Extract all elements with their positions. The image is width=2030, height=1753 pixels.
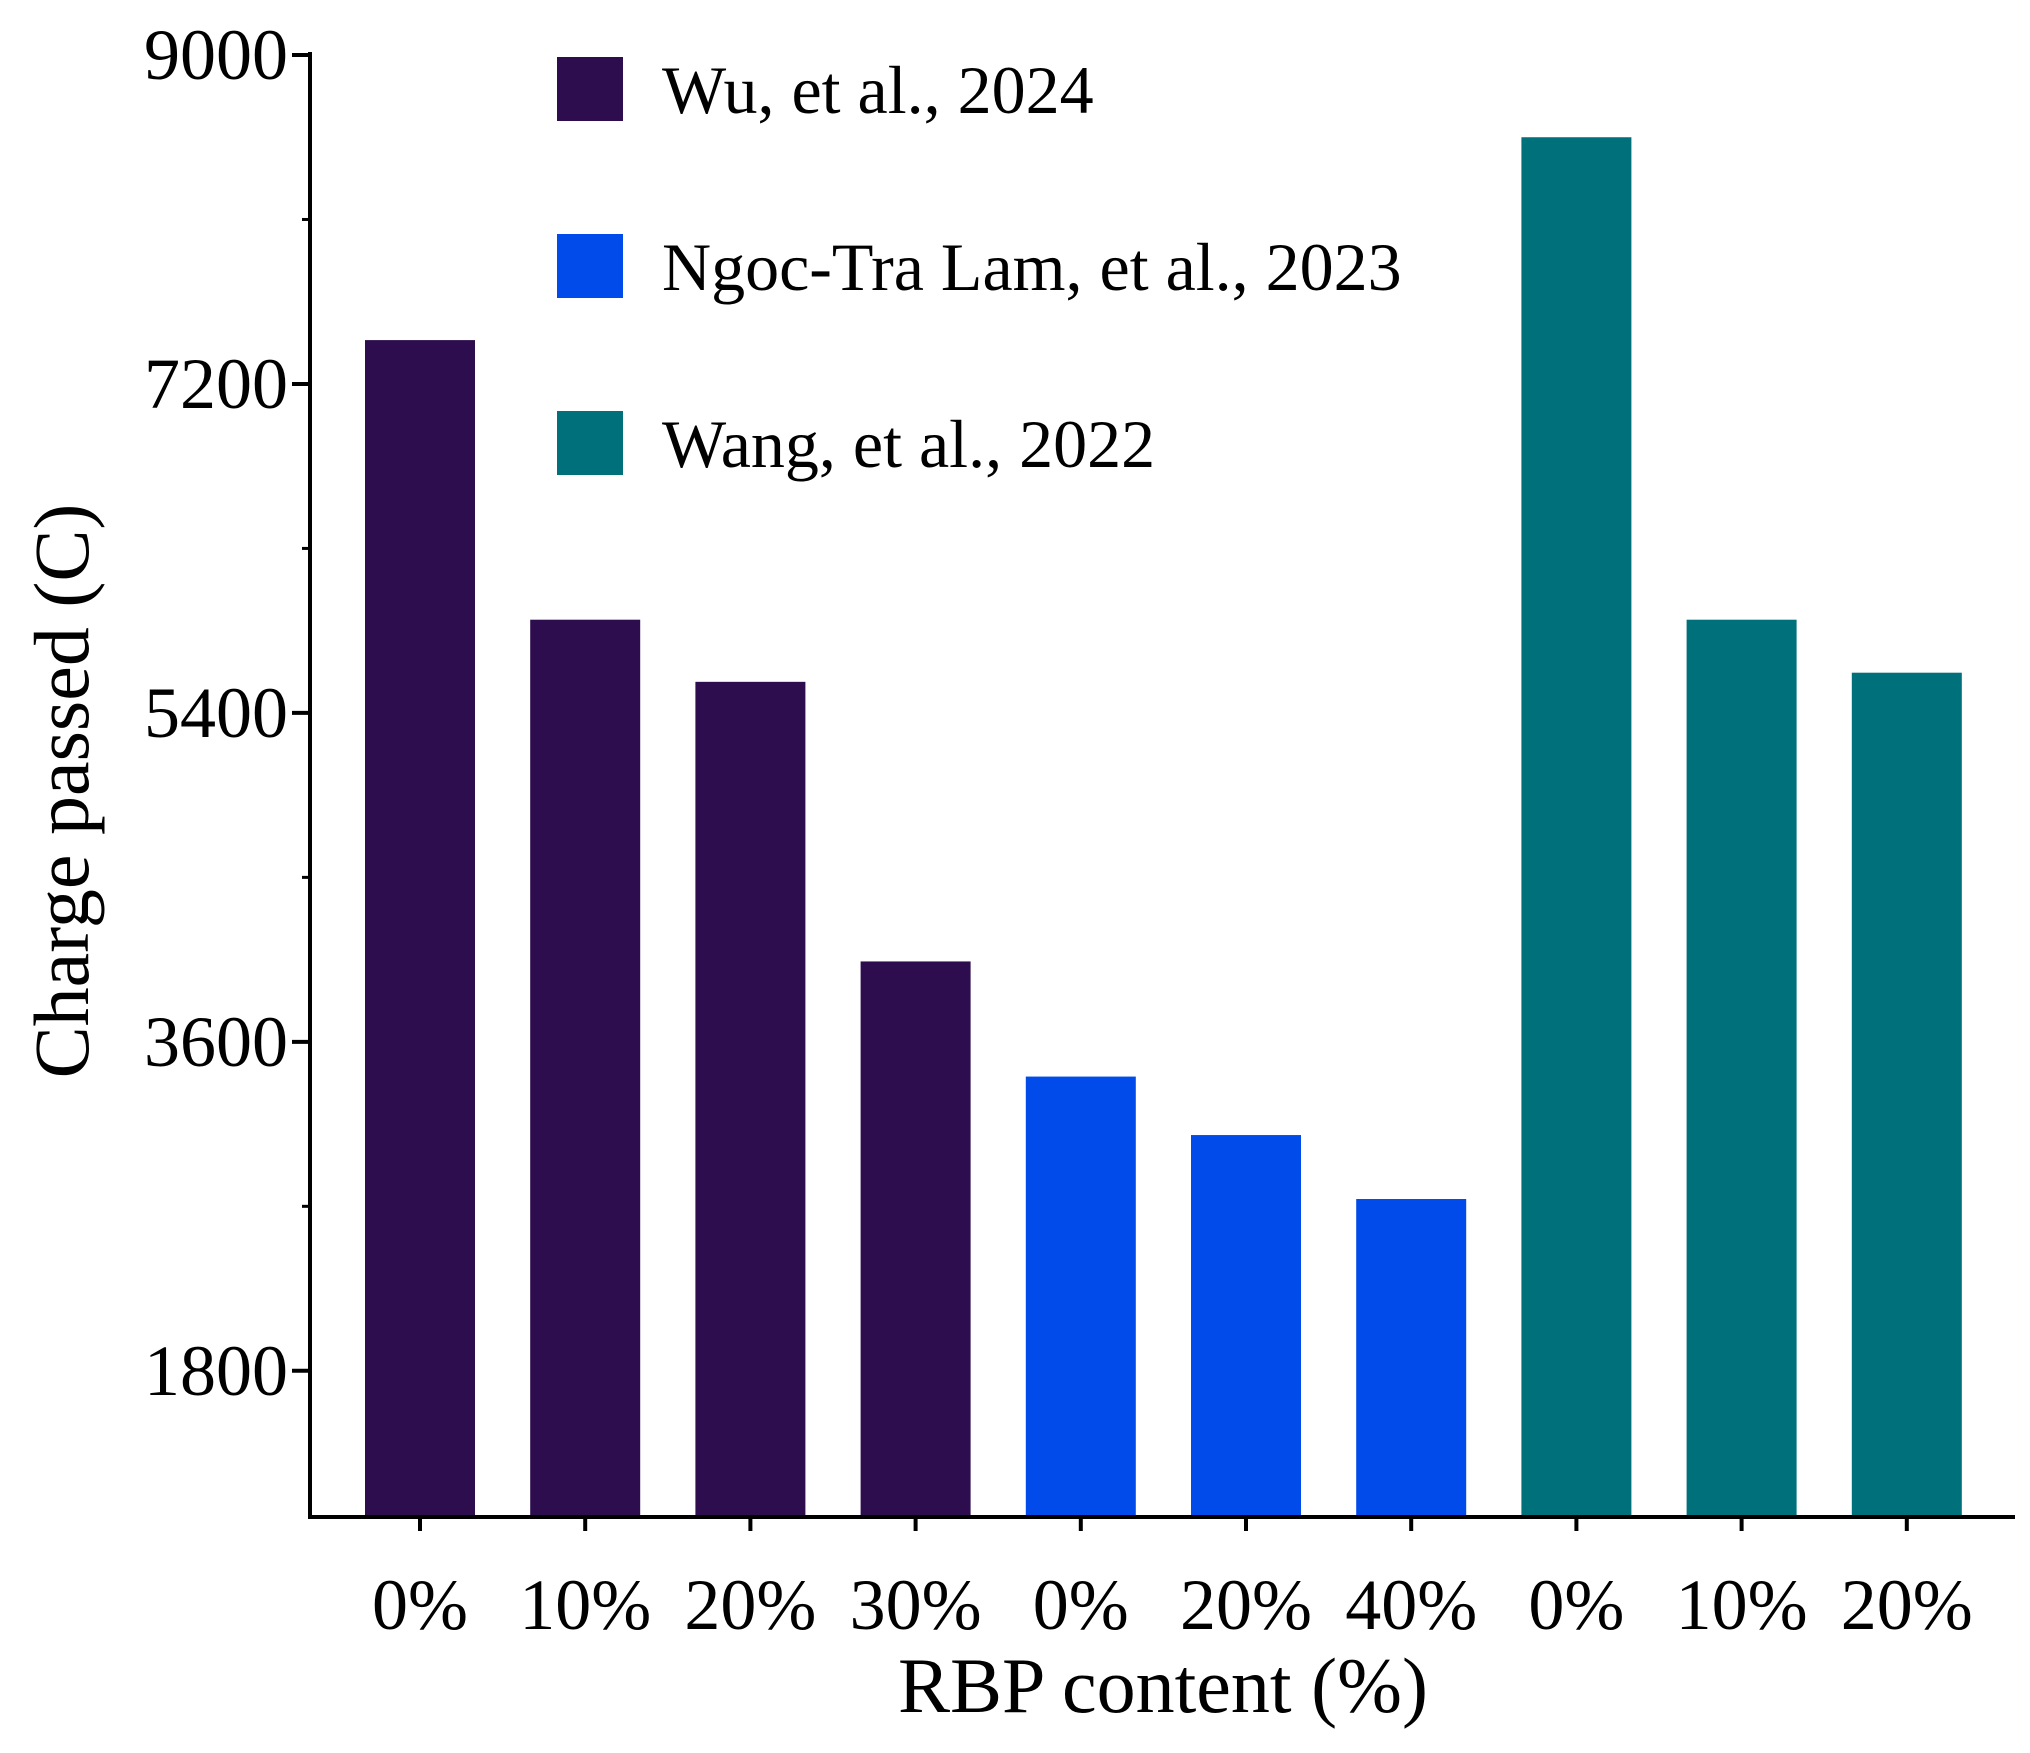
bar-series-1-item-2 bbox=[1356, 1199, 1467, 1517]
bar-series-2-item-0 bbox=[1521, 137, 1632, 1517]
bar-series-1-item-0 bbox=[1025, 1076, 1136, 1517]
y-tick-label: 7200 bbox=[144, 344, 288, 424]
y-tick-label: 9000 bbox=[144, 15, 288, 95]
x-tick-label: 20% bbox=[1841, 1565, 1973, 1645]
legend-label-2: Wang, et al., 2022 bbox=[662, 406, 1155, 482]
x-tick-label: 0% bbox=[1528, 1565, 1624, 1645]
legend-swatch-0 bbox=[557, 57, 623, 121]
bar-series-0-item-0 bbox=[365, 340, 475, 1518]
legend: Wu, et al., 2024 Ngoc-Tra Lam, et al., 20… bbox=[557, 52, 1402, 482]
bar-series-0-item-3 bbox=[860, 961, 971, 1517]
y-tick-label: 1800 bbox=[144, 1331, 288, 1411]
x-axis-title: RBP content (%) bbox=[898, 1642, 1428, 1729]
y-ticks-group: 1800 3600 5400 7200 9000 bbox=[144, 15, 310, 1411]
x-tick-label: 10% bbox=[519, 1565, 651, 1645]
x-tick-label: 0% bbox=[1033, 1565, 1129, 1645]
x-tick-label: 20% bbox=[1180, 1565, 1312, 1645]
x-tick-label: 10% bbox=[1676, 1565, 1808, 1645]
bar-series-2-item-2 bbox=[1851, 672, 1962, 1517]
x-ticks-group: 0% 10% 20% 30% 0% 20% 40% 0% 10% 20% bbox=[372, 1517, 1973, 1645]
bars-group bbox=[365, 137, 1962, 1518]
legend-swatch-2 bbox=[557, 411, 623, 475]
x-tick-label: 40% bbox=[1345, 1565, 1477, 1645]
bar-series-0-item-2 bbox=[695, 681, 806, 1517]
x-tick-label: 0% bbox=[372, 1565, 468, 1645]
y-tick-label: 3600 bbox=[144, 1002, 288, 1082]
y-tick-label: 5400 bbox=[144, 673, 288, 753]
x-tick-label: 30% bbox=[850, 1565, 982, 1645]
y-axis-title: Charge passed (C) bbox=[18, 504, 105, 1079]
legend-label-1: Ngoc-Tra Lam, et al., 2023 bbox=[662, 229, 1402, 305]
bar-series-2-item-1 bbox=[1686, 619, 1797, 1517]
legend-swatch-1 bbox=[557, 234, 623, 298]
x-tick-label: 20% bbox=[684, 1565, 816, 1645]
legend-label-0: Wu, et al., 2024 bbox=[662, 52, 1094, 128]
bar-series-0-item-1 bbox=[530, 619, 641, 1517]
bar-series-1-item-1 bbox=[1191, 1135, 1301, 1517]
